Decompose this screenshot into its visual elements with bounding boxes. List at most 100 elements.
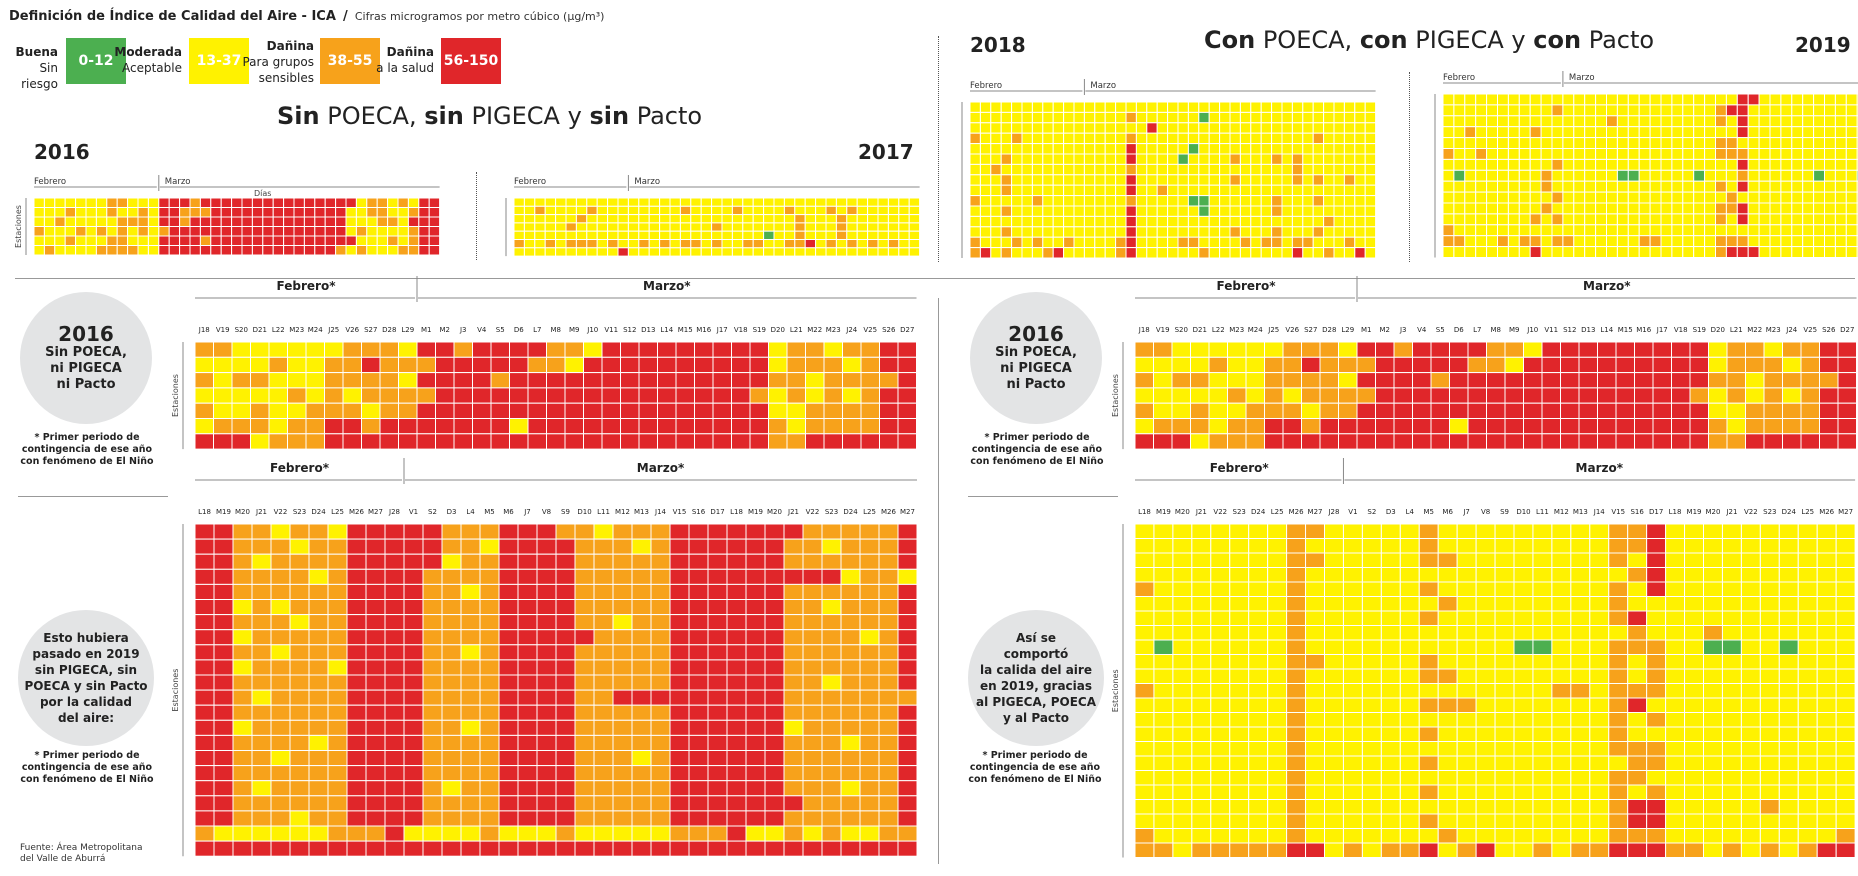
heat-cell xyxy=(1267,625,1288,641)
heat-cell xyxy=(1267,755,1288,771)
heat-cell xyxy=(1437,596,1458,612)
heat-cell xyxy=(1608,813,1629,829)
heat-cell xyxy=(1646,770,1667,786)
heat-cell xyxy=(1589,813,1610,829)
heat-cell xyxy=(1153,538,1174,554)
heat-cell xyxy=(1665,625,1686,641)
heat-cell xyxy=(1570,610,1591,626)
heat-cell xyxy=(1646,799,1667,815)
heat-cell xyxy=(1703,552,1723,568)
heat-cell xyxy=(1437,639,1458,655)
heat-cell xyxy=(1703,799,1723,815)
heat-cell xyxy=(1361,538,1382,554)
heat-cell xyxy=(1134,755,1155,771)
heat-cell xyxy=(1797,654,1818,670)
legend-name-moderada: Moderada xyxy=(114,45,182,59)
heat-cell xyxy=(1229,741,1250,757)
heat-cell xyxy=(1342,842,1363,858)
heat-cell xyxy=(1399,697,1420,713)
heat-cell xyxy=(1286,784,1307,800)
heat-cell xyxy=(1418,828,1439,844)
title-con-t3: Pacto xyxy=(1588,26,1655,54)
heat-cell xyxy=(1589,683,1610,699)
heat-cell xyxy=(1513,523,1534,539)
heat-cell xyxy=(1759,813,1780,829)
heat-cell xyxy=(1475,697,1496,713)
heat-cell xyxy=(1342,828,1363,844)
heat-cell xyxy=(1494,581,1515,597)
dotted-separator-2 xyxy=(938,36,939,262)
day-label: V22 xyxy=(1213,508,1227,516)
heat-cell xyxy=(1456,523,1477,539)
legend-box-buena: 0-12 xyxy=(66,38,126,84)
heat-cell xyxy=(1740,799,1761,815)
heat-cell xyxy=(1589,712,1610,728)
heat-cell xyxy=(1248,596,1269,612)
heat-cell xyxy=(1229,784,1250,800)
heat-cell xyxy=(1418,552,1439,568)
year-2018: 2018 xyxy=(970,33,1026,57)
heat-cell xyxy=(1551,697,1572,713)
heat-cell xyxy=(1646,842,1667,858)
heat-cell xyxy=(1380,683,1401,699)
heat-cell xyxy=(1570,741,1591,757)
heat-cell xyxy=(1513,828,1534,844)
heat-cell xyxy=(1665,523,1686,539)
heat-cell xyxy=(1740,784,1761,800)
heat-cell xyxy=(1134,842,1155,858)
heat-cell xyxy=(1740,654,1761,670)
heat-cell xyxy=(1267,828,1288,844)
heat-cell xyxy=(1608,712,1629,728)
heat-cell xyxy=(1248,523,1269,539)
legend-box-danina-sensibles: 38-55 xyxy=(320,38,380,84)
heat-cell xyxy=(1646,596,1667,612)
heat-cell xyxy=(1248,639,1269,655)
heat-cell xyxy=(1835,683,1856,699)
heat-cell xyxy=(1721,741,1742,757)
heat-cell xyxy=(1494,842,1515,858)
day-label: M26 xyxy=(1289,508,1304,516)
heat-cell xyxy=(1286,842,1307,858)
heat-cell xyxy=(1532,523,1553,539)
day-label: M27 xyxy=(1838,508,1853,516)
heat-cell xyxy=(1437,726,1458,742)
heat-cell xyxy=(1418,799,1439,815)
heat-cell xyxy=(1816,523,1837,539)
heat-cell xyxy=(1513,770,1534,786)
heat-cell xyxy=(1380,842,1401,858)
heat-cell xyxy=(1589,610,1610,626)
heat-cell xyxy=(1740,639,1761,655)
title-con: Con POECA, con PIGECA y con Pacto xyxy=(1204,26,1654,54)
heat-cell xyxy=(1646,581,1667,597)
heat-cell xyxy=(1342,784,1363,800)
heat-cell xyxy=(1646,813,1667,829)
heat-cell xyxy=(1305,712,1326,728)
heat-cell xyxy=(1305,799,1326,815)
heat-cell xyxy=(1570,755,1591,771)
heat-cell xyxy=(1153,625,1174,641)
source-line-1: Fuente: Área Metropolitana xyxy=(20,843,143,853)
heat-cell xyxy=(1778,799,1799,815)
heat-cell xyxy=(1437,741,1458,757)
day-label: M26 xyxy=(1819,508,1834,516)
heat-cell xyxy=(1835,639,1856,655)
heat-cell xyxy=(1513,842,1534,858)
heat-cell xyxy=(1134,523,1155,539)
heat-cell xyxy=(1494,828,1515,844)
heat-cell xyxy=(1608,552,1629,568)
heat-cell xyxy=(1342,567,1363,583)
heat-cell xyxy=(1835,538,1856,554)
heat-cell xyxy=(1361,755,1382,771)
heat-cell xyxy=(1759,842,1780,858)
heat-cell xyxy=(1134,683,1155,699)
heat-cell xyxy=(1380,538,1401,554)
heat-cell xyxy=(1665,726,1686,742)
heat-cell xyxy=(1153,799,1174,815)
heat-cell xyxy=(1267,842,1288,858)
heat-cell xyxy=(1267,668,1288,684)
heat-cell xyxy=(1570,596,1591,612)
heat-cell xyxy=(1703,755,1723,771)
heat-cell xyxy=(1210,799,1231,815)
heat-cell xyxy=(1475,538,1496,554)
heat-cell xyxy=(1399,654,1420,670)
